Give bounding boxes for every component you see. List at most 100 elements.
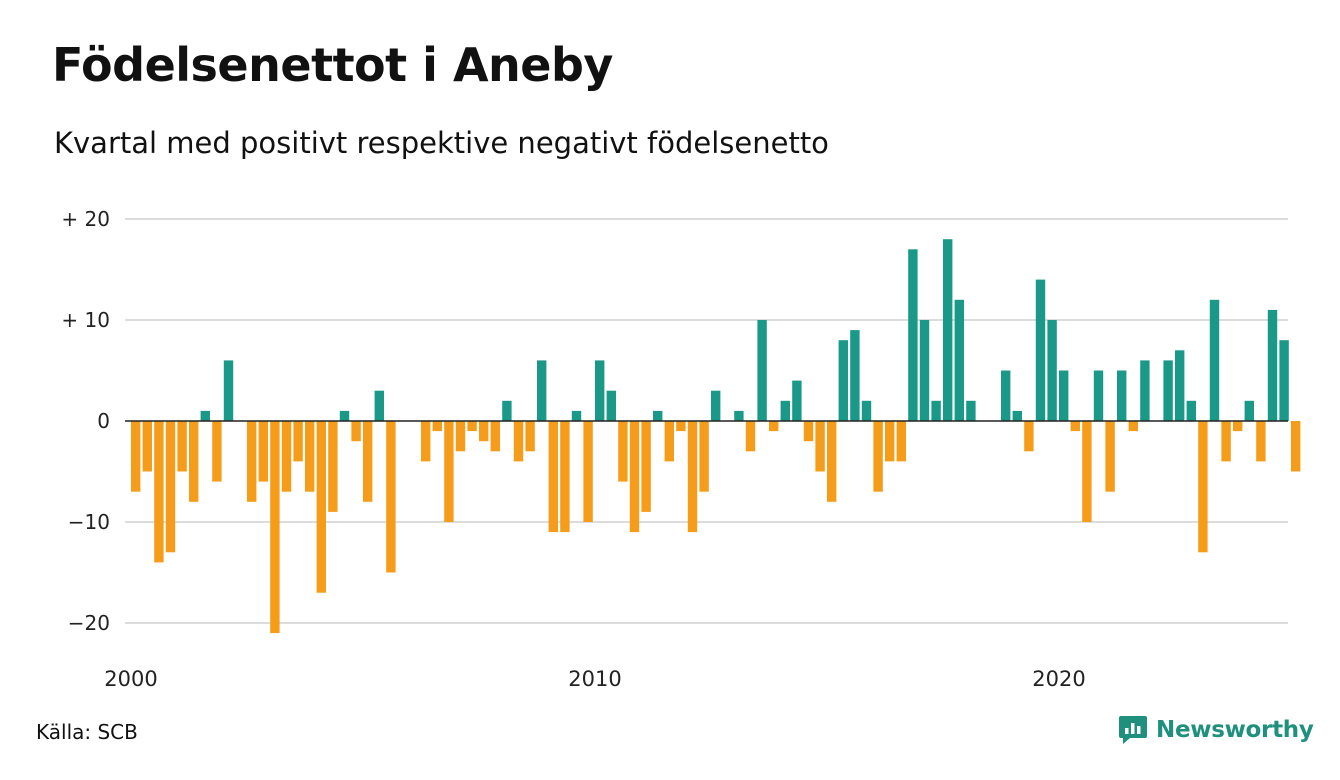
bar (653, 410, 663, 421)
bar (1105, 421, 1115, 492)
bar (525, 421, 535, 452)
bar-chart: + 20 + 10 0 −10 −20 2000 2010 2020 (61, 207, 1301, 691)
bar (1140, 360, 1150, 421)
bar (177, 421, 187, 472)
bar (305, 421, 315, 492)
bar (374, 390, 384, 421)
bar (1163, 360, 1173, 421)
brand-name: Newsworthy (1156, 717, 1314, 743)
bar (931, 400, 941, 421)
bar (1035, 279, 1046, 421)
bar (1198, 421, 1208, 553)
newsworthy-icon (1119, 716, 1147, 744)
bar (154, 421, 164, 563)
bar (1267, 309, 1278, 421)
bar (270, 421, 280, 634)
bar (455, 421, 466, 452)
bar (803, 421, 814, 442)
bar (537, 360, 547, 421)
bar (1012, 410, 1022, 421)
y-tick-label: 0 (97, 409, 110, 433)
bar (873, 421, 883, 492)
bar (711, 390, 721, 421)
bar (792, 380, 802, 421)
bar (131, 421, 141, 492)
bar (815, 421, 825, 472)
bar (606, 390, 616, 421)
bar (595, 360, 605, 421)
bar (641, 421, 651, 512)
bar (479, 421, 489, 442)
bar (687, 421, 698, 533)
y-tick-label: + 10 (61, 308, 110, 332)
bar (827, 421, 837, 502)
bar (1221, 421, 1231, 462)
chart-title: Födelsenettot i Aneby (52, 38, 613, 92)
bar (1175, 350, 1185, 421)
bar (316, 421, 326, 593)
bar (1024, 421, 1034, 452)
bar (896, 421, 906, 462)
bar (838, 340, 848, 421)
bar (142, 421, 152, 472)
y-tick-label: −20 (68, 611, 110, 635)
bar (293, 421, 303, 462)
bar (1001, 370, 1011, 421)
bar (165, 421, 176, 553)
x-tick-label: 2010 (568, 667, 621, 691)
bar (200, 410, 210, 421)
bar (757, 320, 767, 421)
bar (223, 360, 234, 421)
bar (1244, 400, 1254, 421)
newsworthy-logo: Newsworthy (1118, 714, 1314, 746)
chart-subtitle: Kvartal med positivt respektive negativt… (54, 126, 829, 160)
bar (1047, 320, 1057, 421)
bar (247, 421, 257, 502)
bar (943, 239, 953, 421)
source-note: Källa: SCB (36, 720, 138, 744)
bar (885, 421, 895, 462)
bar (1256, 421, 1266, 462)
bar (734, 410, 744, 421)
y-tick-label: + 20 (61, 207, 110, 231)
bar (1059, 370, 1069, 421)
bar (386, 421, 396, 573)
bar (1279, 340, 1289, 421)
bar (432, 421, 442, 432)
bar (676, 421, 686, 432)
bar (339, 410, 350, 421)
bar (1233, 421, 1243, 432)
bar (212, 421, 222, 482)
bar (351, 421, 361, 442)
bar (954, 299, 964, 421)
bar (699, 421, 709, 492)
bar (189, 421, 199, 502)
bar (664, 421, 674, 462)
bar (502, 400, 512, 421)
bar (363, 421, 373, 502)
bar (1093, 370, 1104, 421)
bar (281, 421, 292, 492)
bar (1117, 370, 1127, 421)
bar (258, 421, 268, 482)
bar (769, 421, 779, 432)
bar (571, 410, 582, 421)
bar (328, 421, 338, 512)
bar (1070, 421, 1080, 432)
bar (490, 421, 500, 452)
bar (850, 330, 860, 421)
bar (908, 249, 918, 421)
x-tick-label: 2020 (1032, 667, 1085, 691)
bar (1291, 421, 1301, 472)
bar (966, 400, 976, 421)
y-tick-label: −10 (68, 510, 110, 534)
bar (548, 421, 558, 533)
bar (467, 421, 477, 432)
bar (560, 421, 570, 533)
bar (861, 400, 872, 421)
bar (919, 320, 930, 421)
bar (780, 400, 790, 421)
bar (1186, 400, 1196, 421)
bar (513, 421, 524, 462)
bar (421, 421, 431, 462)
